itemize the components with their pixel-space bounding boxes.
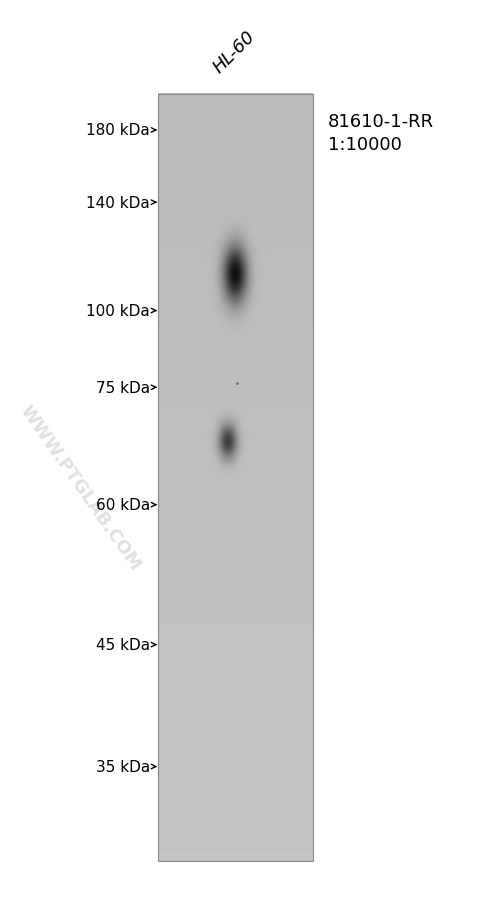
Text: 140 kDa: 140 kDa — [86, 196, 150, 210]
Text: 45 kDa: 45 kDa — [96, 638, 150, 652]
Bar — [158, 95, 312, 861]
Text: 100 kDa: 100 kDa — [86, 304, 150, 318]
Text: 75 kDa: 75 kDa — [96, 381, 150, 395]
Text: 35 kDa: 35 kDa — [96, 759, 150, 774]
Text: HL-60: HL-60 — [210, 27, 258, 77]
Text: WWW.PTGLAB.COM: WWW.PTGLAB.COM — [16, 401, 144, 573]
Text: 180 kDa: 180 kDa — [86, 124, 150, 138]
Text: 60 kDa: 60 kDa — [96, 498, 150, 512]
Text: 81610-1-RR
1:10000: 81610-1-RR 1:10000 — [328, 113, 434, 154]
